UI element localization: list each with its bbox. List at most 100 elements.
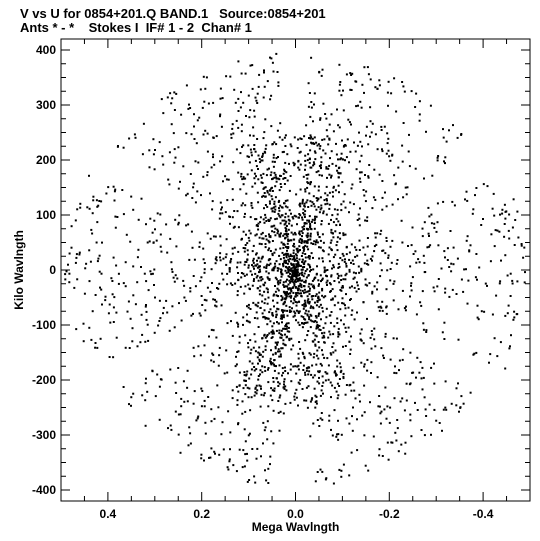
data-point <box>307 256 310 259</box>
data-point <box>278 429 281 432</box>
data-point <box>229 260 232 263</box>
data-point <box>219 256 221 259</box>
data-point <box>307 153 310 156</box>
data-point <box>237 350 240 353</box>
data-point <box>261 237 264 240</box>
data-point <box>210 359 213 362</box>
chart-title: V vs U for 0854+201.Q BAND.1 Source:0854… <box>20 6 326 21</box>
data-point <box>311 218 314 221</box>
data-point <box>243 263 246 266</box>
data-point <box>252 265 255 268</box>
data-point <box>309 181 312 184</box>
data-point <box>306 406 309 409</box>
data-point <box>251 206 254 209</box>
data-point <box>232 161 235 164</box>
data-point <box>286 330 289 333</box>
data-point <box>380 125 383 128</box>
data-point <box>318 147 321 150</box>
data-point <box>234 282 237 285</box>
data-point <box>275 180 278 183</box>
data-point <box>350 335 352 338</box>
data-point <box>261 278 264 281</box>
data-point <box>292 249 295 252</box>
data-point <box>243 374 246 377</box>
data-point <box>237 422 240 425</box>
data-point <box>285 252 288 255</box>
data-point <box>263 69 265 72</box>
data-point <box>312 164 315 167</box>
data-point <box>287 267 290 270</box>
data-point <box>406 186 409 189</box>
data-point <box>333 304 336 307</box>
data-point <box>328 414 331 417</box>
data-point <box>346 138 349 141</box>
data-point <box>317 198 320 201</box>
data-point <box>293 310 296 313</box>
data-point <box>382 249 385 252</box>
data-point <box>335 153 338 156</box>
data-point <box>247 320 250 323</box>
data-point <box>293 260 296 262</box>
data-point <box>154 149 156 151</box>
data-point <box>516 210 519 213</box>
data-point <box>144 399 147 402</box>
data-point <box>292 233 295 236</box>
data-point <box>284 285 287 288</box>
data-point <box>395 262 398 265</box>
data-point <box>496 229 499 232</box>
data-point <box>88 249 91 252</box>
data-point <box>282 256 285 259</box>
data-point <box>282 283 285 286</box>
data-point <box>279 355 282 358</box>
data-point <box>419 361 422 364</box>
data-point <box>451 288 454 291</box>
data-point <box>306 186 309 189</box>
data-point <box>228 460 231 463</box>
data-point <box>319 196 322 199</box>
data-point <box>183 284 186 287</box>
data-point <box>243 379 246 382</box>
data-point <box>290 276 293 279</box>
data-point <box>193 113 195 116</box>
data-point <box>298 241 301 243</box>
data-point <box>259 216 262 219</box>
data-point <box>269 362 272 365</box>
data-point <box>303 272 306 275</box>
data-point <box>292 252 295 255</box>
data-point <box>192 186 195 189</box>
data-point <box>253 177 256 180</box>
data-point <box>422 376 425 379</box>
data-point <box>315 241 317 243</box>
data-point <box>342 254 345 257</box>
data-point <box>239 188 242 191</box>
data-point <box>333 208 336 211</box>
data-point <box>250 396 253 399</box>
data-point <box>390 92 393 95</box>
data-point <box>275 143 278 146</box>
data-point <box>235 470 238 473</box>
data-point <box>321 332 323 335</box>
data-point <box>264 235 267 238</box>
data-point <box>378 405 381 408</box>
data-point <box>313 320 316 323</box>
data-point <box>280 347 283 350</box>
data-point <box>338 191 340 194</box>
data-point <box>302 208 305 211</box>
data-point <box>274 262 276 265</box>
data-point <box>353 276 356 279</box>
data-point <box>409 382 412 385</box>
data-point <box>344 206 347 209</box>
data-point <box>251 284 254 287</box>
data-point <box>286 179 289 182</box>
data-point <box>305 276 308 279</box>
data-point <box>355 290 358 293</box>
data-point <box>219 235 222 238</box>
data-point <box>249 352 252 355</box>
data-point <box>301 240 304 243</box>
data-point <box>293 273 296 276</box>
data-point <box>213 163 216 166</box>
data-point <box>231 252 234 255</box>
data-point <box>446 247 449 250</box>
data-point <box>301 274 304 276</box>
data-point <box>401 144 404 147</box>
